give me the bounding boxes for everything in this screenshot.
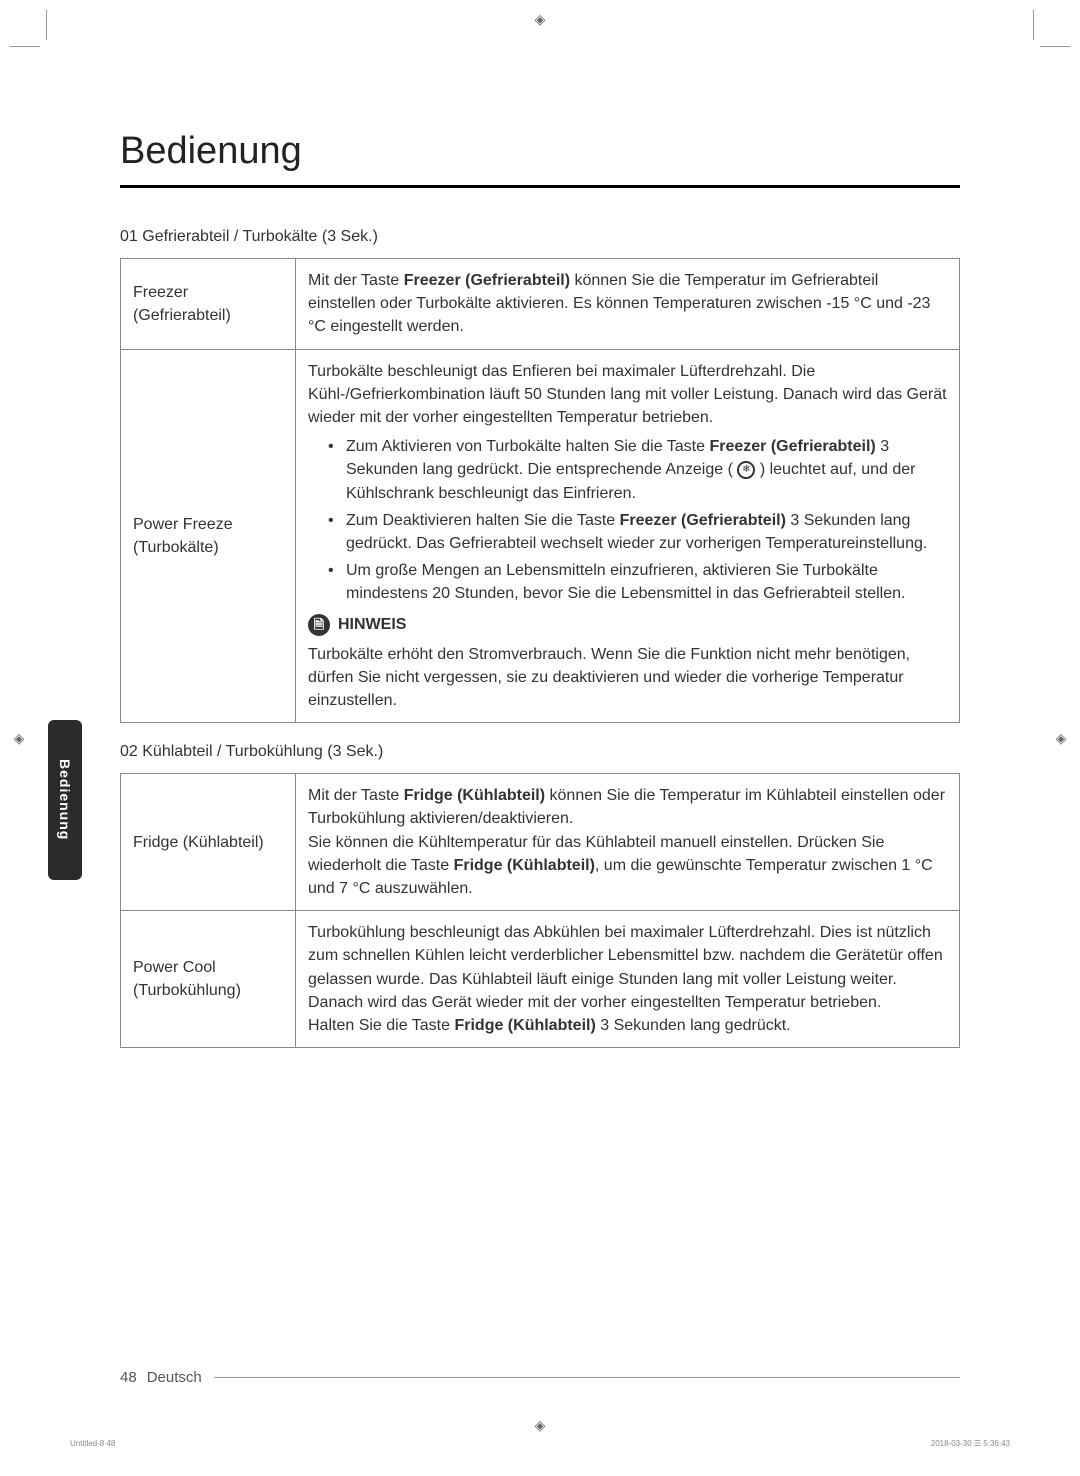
text: Um große Mengen an Lebensmitteln einzufr… — [346, 562, 905, 602]
hinweis-text: Turbokälte erhöht den Stromverbrauch. We… — [308, 643, 947, 713]
bullet-list: Zum Aktivieren von Turbokälte halten Sie… — [308, 435, 947, 605]
crop-mark — [1040, 46, 1070, 47]
text-bold: Fridge (Kühlabteil) — [454, 857, 595, 874]
text-bold: Fridge (Kühlabteil) — [404, 787, 545, 804]
freezer-desc-cell: Mit der Taste Freezer (Gefrierabteil) kö… — [296, 259, 960, 350]
table-row: Freezer (Gefrierabteil) Mit der Taste Fr… — [121, 259, 960, 350]
footer-rule — [214, 1377, 960, 1378]
fridge-label-cell: Fridge (Kühlabteil) — [121, 774, 296, 911]
page-number: 48 — [120, 1369, 137, 1386]
section-02-label: 02 Kühlabteil / Turbokühlung (3 Sek.) — [120, 743, 960, 761]
table-row: Fridge (Kühlabteil) Mit der Taste Fridge… — [121, 774, 960, 911]
footer-lang: Deutsch — [147, 1369, 202, 1386]
bottom-meta: Untitled-8 48 2018-03-30 ☰ 5:36:43 — [70, 1439, 1010, 1448]
power-freeze-label-cell: Power Freeze (Turbokälte) — [121, 349, 296, 723]
text: Turbokälte beschleunigt das Enfieren bei… — [308, 360, 947, 430]
power-freeze-desc-cell: Turbokälte beschleunigt das Enfieren bei… — [296, 349, 960, 723]
text: Zum Aktivieren von Turbokälte halten Sie… — [346, 438, 709, 455]
text: Zum Deaktivieren halten Sie die Taste — [346, 512, 620, 529]
text-bold: Freezer (Gefrierabteil) — [404, 272, 570, 289]
meta-left: Untitled-8 48 — [70, 1439, 115, 1448]
text: Mit der Taste — [308, 787, 404, 804]
list-item: Zum Deaktivieren halten Sie die Taste Fr… — [328, 509, 947, 555]
list-item: Zum Aktivieren von Turbokälte halten Sie… — [328, 435, 947, 505]
section-01-label: 01 Gefrierabteil / Turbokälte (3 Sek.) — [120, 228, 960, 246]
crop-mark — [46, 10, 47, 40]
note-icon: 🗎 — [308, 614, 330, 636]
section-02-table: Fridge (Kühlabteil) Mit der Taste Fridge… — [120, 773, 960, 1048]
freezer-label-cell: Freezer (Gefrierabteil) — [121, 259, 296, 350]
text-bold: Freezer (Gefrierabteil) — [620, 512, 786, 529]
power-freeze-icon: ❄ — [737, 461, 755, 479]
title-rule — [120, 185, 960, 188]
registration-mark-icon: ◈ — [10, 729, 28, 747]
crop-mark — [10, 46, 40, 47]
table-row: Power Cool (Turbokühlung) Turbokühlung b… — [121, 911, 960, 1048]
power-cool-label-cell: Power Cool (Turbokühlung) — [121, 911, 296, 1048]
hinweis-label: HINWEIS — [338, 613, 406, 636]
text: 3 Sekunden lang gedrückt. — [596, 1017, 791, 1034]
text: Turbokühlung beschleunigt das Abkühlen b… — [308, 921, 947, 1014]
table-row: Power Freeze (Turbokälte) Turbokälte bes… — [121, 349, 960, 723]
registration-mark-icon: ◈ — [531, 1416, 549, 1434]
text-bold: Freezer (Gefrierabteil) — [709, 438, 875, 455]
fridge-desc-cell: Mit der Taste Fridge (Kühlabteil) können… — [296, 774, 960, 911]
text-line: Sie können die Kühltemperatur für das Kü… — [308, 831, 947, 901]
section-01-table: Freezer (Gefrierabteil) Mit der Taste Fr… — [120, 258, 960, 723]
meta-right: 2018-03-30 ☰ 5:36:43 — [931, 1439, 1010, 1448]
power-cool-desc-cell: Turbokühlung beschleunigt das Abkühlen b… — [296, 911, 960, 1048]
page-footer: 48 Deutsch — [120, 1369, 960, 1386]
text-line: Mit der Taste Fridge (Kühlabteil) können… — [308, 784, 947, 830]
text: Halten Sie die Taste — [308, 1017, 454, 1034]
text-bold: Fridge (Kühlabteil) — [454, 1017, 595, 1034]
hinweis-header: 🗎 HINWEIS — [308, 613, 947, 636]
list-item: Um große Mengen an Lebensmitteln einzufr… — [328, 559, 947, 605]
page-title: Bedienung — [120, 130, 960, 173]
side-tab-label: Bedienung — [57, 759, 73, 840]
text: Mit der Taste — [308, 272, 404, 289]
crop-mark — [1033, 10, 1034, 40]
text-line: Halten Sie die Taste Fridge (Kühlabteil)… — [308, 1014, 947, 1037]
side-tab: Bedienung — [48, 720, 82, 880]
registration-mark-icon: ◈ — [531, 10, 549, 28]
registration-mark-icon: ◈ — [1052, 729, 1070, 747]
